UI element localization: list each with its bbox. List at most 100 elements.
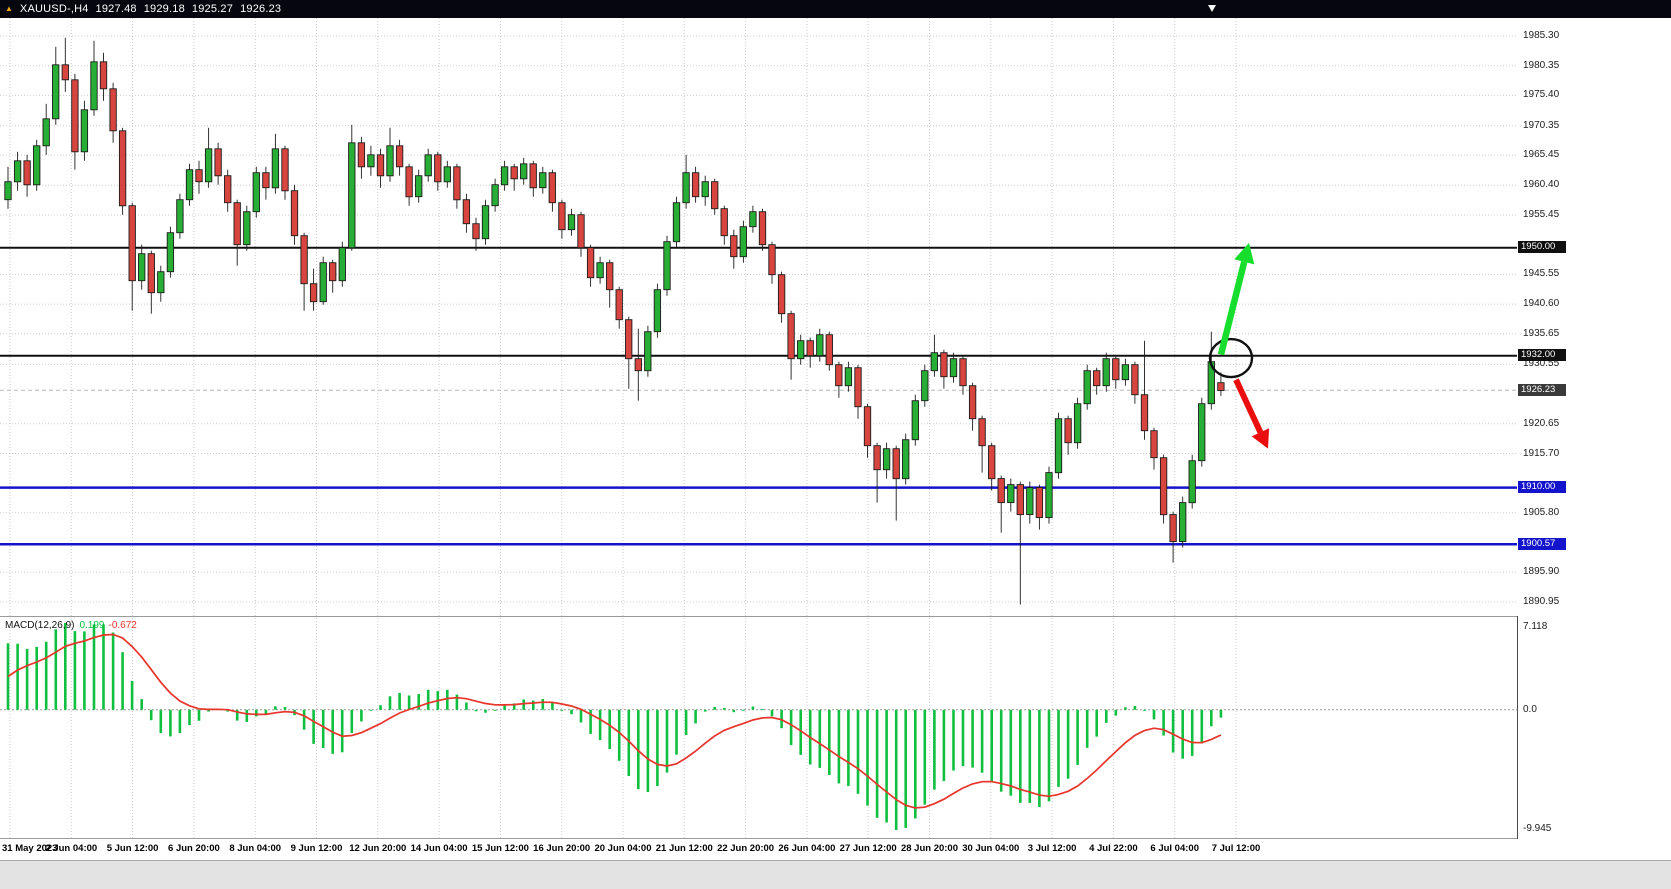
main-price-chart[interactable] [0,18,1517,616]
candle-body [558,202,566,231]
price-grid-label: 1985.30 [1523,30,1560,41]
price-chart-svg [0,18,1517,616]
price-grid-label: 1930.55 [1523,358,1560,370]
bullish-arrow-annotation[interactable] [1217,242,1255,356]
time-label: 26 Jun 04:00 [778,843,836,854]
time-label: 14 Jun 04:00 [410,843,468,854]
candle-body [978,418,986,447]
candle-body [61,64,69,81]
time-label: 7 Jul 12:00 [1211,843,1261,854]
candle-body [4,181,12,201]
candle-body [854,367,862,408]
candle-body [835,364,843,387]
candle-body [539,172,547,189]
candle-body [797,340,805,360]
candle-body [510,166,518,180]
candle-body [42,118,50,147]
candle-body [195,169,203,183]
candle-body [1102,358,1110,387]
candle-body [243,211,251,246]
macd-signal-value: -0.672 [108,620,137,631]
candle-body [882,448,891,471]
candle-body [453,166,461,201]
price-grid-label: 1980.35 [1523,59,1560,71]
macd-value-axis[interactable]: 7.118 0.0 -9.945 [1517,618,1671,838]
candle-body [118,130,127,207]
price-grid-label: 1975.40 [1523,89,1560,101]
time-label: 15 Jun 12:00 [471,843,529,854]
candle-body [1179,502,1187,543]
bottom-strip [0,860,1671,889]
candle-body [634,358,642,372]
quote-open: 1927.48 [95,3,137,15]
bearish-arrow-annotation[interactable] [1233,378,1270,449]
price-grid-label: 1920.65 [1523,417,1560,429]
candle-body [1140,394,1149,432]
candle-body [309,283,318,303]
symbol-period-label: XAUUSD-,H4 [19,3,89,15]
candle-body [520,163,528,180]
candle-body [491,184,499,207]
macd-indicator-pane[interactable] [0,618,1517,838]
candle-body [348,142,356,249]
candle-body [1007,484,1015,504]
chart-shift-marker[interactable] [1208,5,1216,12]
price-grid-label: 1890.95 [1523,595,1560,607]
macd-current-value: 0.199 [79,620,105,631]
chart-topbar: ▲ XAUUSD-,H4 1927.48 1929.18 1925.27 192… [0,0,1671,18]
candle-body [147,253,155,294]
price-level-label: 1950.00 [1518,241,1566,254]
symbol-triangle-icon: ▲ [5,4,13,13]
candle-body [988,445,996,480]
candle-body [338,247,346,282]
candle-body [930,352,938,372]
candle-body [921,370,929,402]
candle-body [768,244,776,276]
candle-body [749,211,757,228]
candle-body [653,289,662,333]
candle-body [224,175,232,204]
price-grid-label: 1965.45 [1523,149,1560,161]
price-axis[interactable]: 1985.30 1980.35 1975.40 1970.35 1965.45 1960.… [1517,18,1671,616]
candle-body [672,202,681,243]
time-label: 3 Jul 12:00 [1027,843,1077,854]
time-label: 2 Jun 04:00 [45,843,98,854]
candle-body [615,289,623,321]
macd-axis-min: -9.945 [1523,823,1552,834]
time-label: 6 Jun 20:00 [168,843,220,854]
macd-grid-layer [0,618,1517,838]
candle-body [185,169,194,201]
candle-body [1188,460,1196,504]
price-grid-label: 1945.55 [1523,268,1560,280]
candle-body [33,145,41,186]
candle-body [1198,403,1206,462]
price-grid-label: 1970.35 [1523,119,1560,131]
price-level-label: 1932.00 [1518,349,1566,362]
time-label: 8 Jun 04:00 [229,843,282,854]
time-axis[interactable]: 31 May 2023 2 Jun 04:00 5 Jun 12:00 6 Jun 2… [0,839,1671,860]
candles-layer [4,37,1225,605]
candle-body [128,205,136,282]
candle-body [911,400,919,441]
pane-separator-bottom[interactable] [0,838,1517,839]
candle-body [959,358,967,387]
candle-body [997,478,1005,504]
candle-body [434,154,442,183]
candle-body [682,172,690,204]
time-label: 5 Jun 12:00 [106,843,159,854]
breakout-circle-annotation[interactable] [1208,337,1254,379]
candle-body [586,247,595,279]
candle-body [577,214,585,249]
candle-body [90,61,98,111]
price-level-label: 1900.57 [1518,537,1566,550]
time-label: 20 Jun 04:00 [594,843,652,854]
candle-body [481,205,490,240]
candle-body [863,406,872,447]
time-label: 27 Jun 12:00 [839,843,897,854]
candle-body [548,172,556,204]
candle-body [13,160,22,183]
pane-separator[interactable] [0,616,1517,617]
candle-body [1159,457,1168,516]
macd-axis-max: 7.118 [1523,621,1548,632]
candle-body [376,154,385,177]
